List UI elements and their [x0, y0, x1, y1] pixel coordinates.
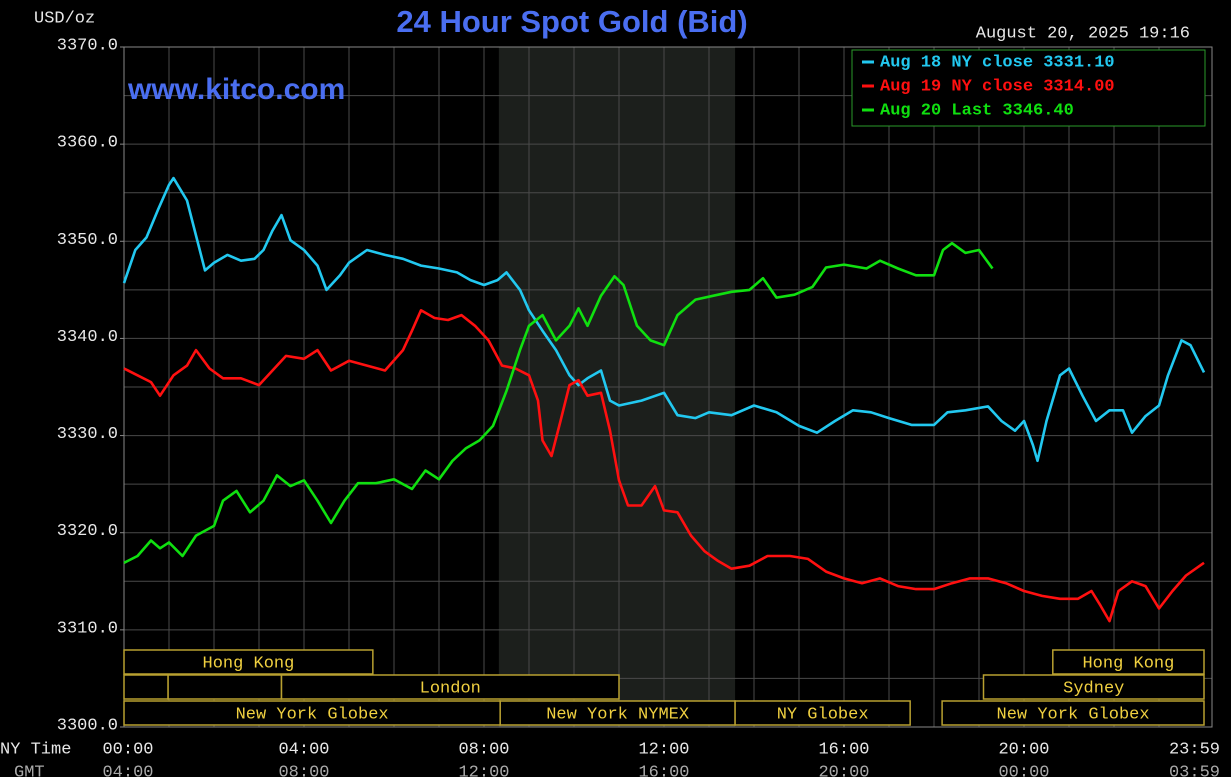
- plot-frame: [123, 46, 1213, 728]
- series-line: [123, 241, 994, 564]
- session-box: [280, 674, 620, 700]
- x-tick-label: 12:00: [638, 740, 689, 759]
- y-tick-label: 3300.0: [57, 716, 118, 735]
- session-box: [1052, 649, 1205, 675]
- x-tick-label: 00:00: [102, 740, 153, 759]
- session-label: Sydney: [1063, 679, 1124, 698]
- x-tick-label: 08:00: [458, 740, 509, 759]
- x-tick-label: 20:00: [998, 740, 1049, 759]
- series-line: [123, 309, 1205, 623]
- gmt-tick-label: 20:00: [818, 763, 869, 777]
- session-label: Hong Kong: [1082, 654, 1174, 673]
- y-tick-label: 3310.0: [57, 619, 118, 638]
- x-tick-label: 23:59: [1169, 740, 1220, 759]
- y-tick-label: 3330.0: [57, 425, 118, 444]
- legend-label: Aug 20 Last 3346.40: [880, 101, 1074, 120]
- session-label: Hong Kong: [203, 654, 295, 673]
- y-tick-label: 3320.0: [57, 522, 118, 541]
- gmt-tick-label: 04:00: [102, 763, 153, 777]
- session-box: [499, 700, 736, 726]
- y-tick-label: 3360.0: [57, 134, 118, 153]
- session-label: London: [420, 679, 481, 698]
- session-label: New York NYMEX: [546, 705, 689, 724]
- y-tick-label: 3340.0: [57, 328, 118, 347]
- gmt-tick-label: 08:00: [278, 763, 329, 777]
- gmt-tick-label: 12:00: [458, 763, 509, 777]
- session-box: [734, 700, 911, 726]
- session-box: [123, 700, 501, 726]
- gmt-tick-label: 16:00: [638, 763, 689, 777]
- session-box: [167, 674, 283, 700]
- legend-label: Aug 19 NY close 3314.00: [880, 77, 1115, 96]
- y-axis-label: USD/oz: [34, 9, 95, 28]
- gmt-tick-label: 03:59: [1169, 763, 1220, 777]
- x-tick-label: 04:00: [278, 740, 329, 759]
- session-label: NY Globex: [777, 705, 869, 724]
- x-tick-label: 16:00: [818, 740, 869, 759]
- timestamp: August 20, 2025 19:16: [976, 24, 1190, 43]
- watermark: www.kitco.com: [127, 73, 345, 106]
- x-axis-label: NY Time: [0, 740, 71, 759]
- session-box: [123, 674, 169, 700]
- y-tick-label: 3350.0: [57, 231, 118, 250]
- session-box: [941, 700, 1205, 726]
- session-box: [982, 674, 1205, 700]
- session-label: New York Globex: [997, 705, 1150, 724]
- series-line: [122, 176, 1206, 463]
- session-box: [123, 649, 374, 675]
- gmt-tick-label: 00:00: [998, 763, 1049, 777]
- legend-box: [851, 49, 1206, 127]
- chart-title: 24 Hour Spot Gold (Bid): [396, 4, 747, 39]
- session-label: New York Globex: [236, 705, 389, 724]
- legend-label: Aug 18 NY close 3331.10: [880, 53, 1115, 72]
- x2-axis-label: GMT: [14, 763, 45, 777]
- y-tick-label: 3370.0: [57, 36, 118, 55]
